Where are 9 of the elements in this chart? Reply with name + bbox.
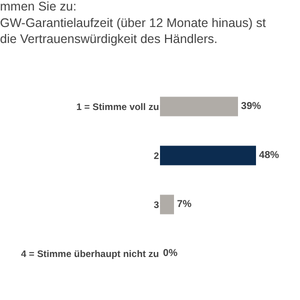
chart-title: mmen Sie zu: GW-Garantielaufzeit (über 12 Monate hinaus) st die Vertrauenswürdigkeit des Händlers. xyxy=(0,0,266,46)
y-tick-label: 1 = Stimme voll zu xyxy=(76,102,160,113)
data-label: 0% xyxy=(163,248,178,259)
y-tick-label: 2 xyxy=(154,150,159,162)
data-label: 48% xyxy=(259,150,280,161)
data-label: 39% xyxy=(241,101,262,112)
y-tick-label: 4 = Stimme überhaupt nicht zu xyxy=(20,248,160,260)
data-label: 7% xyxy=(177,199,192,210)
y-tick-label: 3 xyxy=(154,200,159,211)
